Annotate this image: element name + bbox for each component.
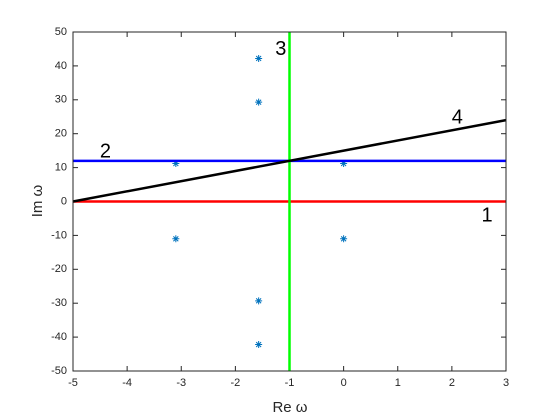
x-tick-label: -5 (68, 377, 78, 389)
point (340, 160, 348, 168)
point (255, 54, 263, 62)
annotation: 4 (452, 106, 463, 128)
plot-frame (72, 31, 507, 372)
point (172, 235, 180, 243)
y-tick-label: -10 (51, 229, 67, 241)
point (255, 297, 263, 305)
x-tick-label: -4 (122, 377, 132, 389)
y-tick-label: 50 (55, 26, 67, 38)
y-tick-label: -50 (51, 365, 67, 377)
y-tick-label: -30 (51, 297, 67, 309)
annotation: 3 (275, 38, 286, 60)
x-tick-label: 3 (503, 377, 509, 389)
x-tick-label: -3 (176, 377, 186, 389)
annotation: 1 (481, 204, 492, 226)
x-tick-label: 1 (395, 377, 401, 389)
y-tick-label: -20 (51, 263, 67, 275)
line (72, 118, 507, 203)
point (255, 341, 263, 349)
y-axis-label: Im ω (29, 184, 46, 217)
y-tick-label: -40 (51, 331, 67, 343)
annotation: 2 (100, 140, 111, 162)
y-tick-label: 20 (55, 128, 67, 140)
y-tick-label: 10 (55, 162, 67, 174)
x-axis-label: Re ω (272, 399, 307, 416)
y-tick-label: 0 (61, 195, 67, 207)
y-tick-label: 30 (55, 94, 67, 106)
point (340, 235, 348, 243)
x-tick-label: -2 (230, 377, 240, 389)
x-tick-label: -1 (285, 377, 295, 389)
point (172, 160, 180, 168)
y-tick-label: 40 (55, 60, 67, 72)
point (255, 98, 263, 106)
x-tick-label: 2 (449, 377, 455, 389)
x-tick-label: 0 (341, 377, 347, 389)
